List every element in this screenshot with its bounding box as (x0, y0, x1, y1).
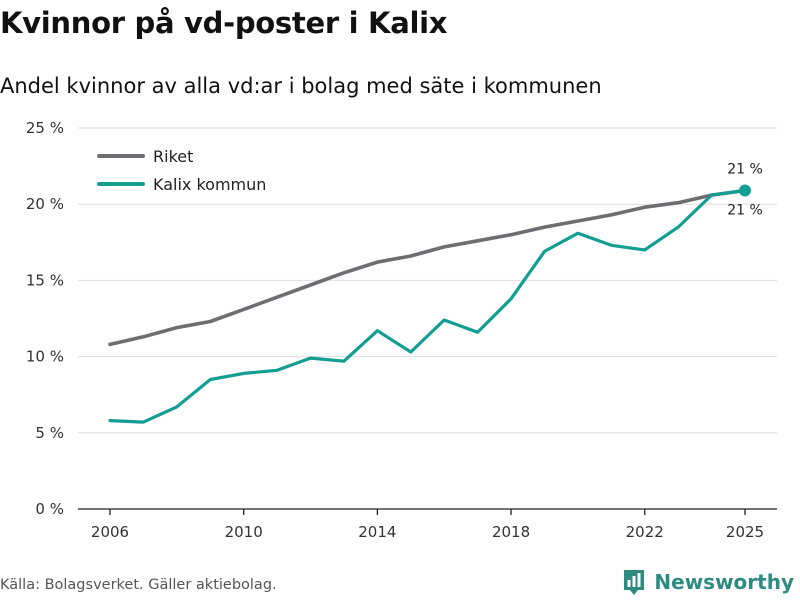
y-tick-label: 15 % (26, 271, 64, 289)
chart-subtitle: Andel kvinnor av alla vd:ar i bolag med … (0, 74, 602, 98)
bar-chart-icon (624, 570, 645, 595)
newsworthy-logo: Newsworthy (622, 568, 794, 596)
end-label-kalix: 21 % (727, 202, 763, 218)
x-tick-label: 2010 (225, 523, 263, 541)
x-axis: 2006 2010 2014 2018 2022 2025 (78, 508, 777, 541)
end-label-riket: 21 % (727, 161, 763, 177)
x-tick-label: 2025 (726, 523, 764, 541)
end-marker-kalix (739, 184, 751, 197)
y-tick-label: 0 % (35, 500, 64, 518)
page-title: Kvinnor på vd-poster i Kalix (0, 6, 448, 40)
x-tick-label: 2018 (492, 523, 530, 541)
x-tick-label: 2006 (91, 523, 129, 541)
y-axis-tick-labels: 0 % 5 % 10 % 15 % 20 % 25 % (26, 119, 64, 518)
x-tick-label: 2014 (358, 523, 396, 541)
y-tick-label: 5 % (35, 424, 64, 442)
series-lines (108, 188, 747, 424)
y-tick-label: 20 % (26, 195, 64, 213)
legend: Riket Kalix kommun (97, 147, 266, 194)
source-note: Källa: Bolagsverket. Gäller aktiebolag. (0, 577, 277, 593)
end-markers: 21 % 21 % (727, 161, 763, 218)
series-line-kalix (108, 188, 747, 424)
brand-name: Newsworthy (654, 570, 794, 594)
y-tick-label: 10 % (26, 348, 64, 366)
gridlines (78, 127, 777, 434)
legend-label-kalix: Kalix kommun (153, 175, 266, 194)
x-tick-label: 2022 (626, 523, 664, 541)
legend-label-riket: Riket (153, 147, 193, 166)
y-tick-label: 25 % (26, 119, 64, 137)
series-line-riket (108, 188, 747, 347)
